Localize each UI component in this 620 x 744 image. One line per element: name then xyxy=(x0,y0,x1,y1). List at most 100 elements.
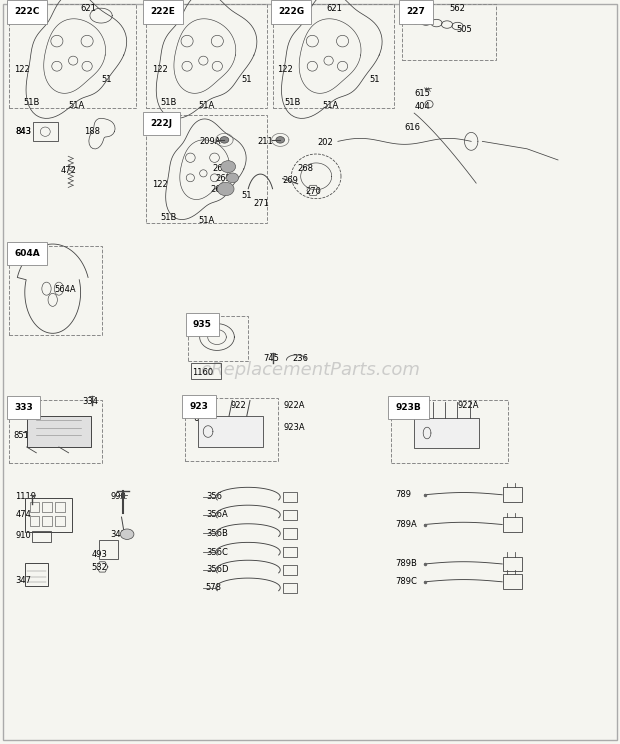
Bar xyxy=(42,502,52,512)
Bar xyxy=(146,115,267,223)
Ellipse shape xyxy=(221,161,236,173)
Bar xyxy=(32,531,51,542)
Text: 188: 188 xyxy=(84,127,100,136)
Bar xyxy=(283,492,297,502)
Text: 474: 474 xyxy=(16,510,32,519)
Bar xyxy=(30,502,39,512)
Text: 621: 621 xyxy=(409,401,425,410)
Bar xyxy=(503,574,522,589)
Text: 923: 923 xyxy=(190,402,208,411)
Bar xyxy=(503,517,522,532)
Bar xyxy=(283,528,297,539)
Bar xyxy=(283,583,297,593)
Bar xyxy=(42,516,52,526)
Text: 935: 935 xyxy=(193,320,211,329)
Text: 270: 270 xyxy=(305,187,321,196)
Text: 202: 202 xyxy=(317,138,333,147)
Text: 621: 621 xyxy=(327,4,343,13)
Bar xyxy=(33,122,58,141)
Text: 51: 51 xyxy=(242,191,252,200)
Ellipse shape xyxy=(226,173,239,183)
Bar xyxy=(9,246,102,335)
Text: 922A: 922A xyxy=(284,401,306,410)
Text: 532: 532 xyxy=(92,563,108,572)
Text: 51B: 51B xyxy=(160,214,176,222)
Text: 356D: 356D xyxy=(206,565,228,574)
Bar xyxy=(185,398,278,461)
Text: 211: 211 xyxy=(257,137,273,146)
Text: 334: 334 xyxy=(82,397,99,406)
Text: 51B: 51B xyxy=(160,98,176,107)
Bar xyxy=(503,487,522,502)
Ellipse shape xyxy=(120,529,134,539)
Bar xyxy=(55,516,65,526)
Bar xyxy=(283,547,297,557)
Text: 578: 578 xyxy=(206,583,222,592)
Text: 472: 472 xyxy=(60,166,76,175)
Bar xyxy=(391,400,508,463)
Text: 51A: 51A xyxy=(198,217,215,225)
Text: 404: 404 xyxy=(414,102,430,111)
Text: 789A: 789A xyxy=(396,520,417,529)
Bar xyxy=(99,540,118,559)
Text: 222E: 222E xyxy=(151,7,175,16)
Text: 922: 922 xyxy=(231,401,246,410)
Text: 236: 236 xyxy=(293,354,309,363)
Text: 51B: 51B xyxy=(284,98,300,107)
Text: 271: 271 xyxy=(253,199,269,208)
Ellipse shape xyxy=(220,137,229,143)
Text: 923B: 923B xyxy=(396,403,422,412)
Text: 910: 910 xyxy=(16,531,31,540)
Text: 616: 616 xyxy=(404,124,420,132)
Text: 222G: 222G xyxy=(278,7,304,16)
Text: 269: 269 xyxy=(282,176,298,185)
Bar xyxy=(30,516,39,526)
Text: 209A: 209A xyxy=(200,137,221,146)
Text: 604A: 604A xyxy=(14,249,40,258)
Text: 745: 745 xyxy=(264,354,280,363)
Text: 990: 990 xyxy=(110,493,126,501)
Text: 356C: 356C xyxy=(206,548,228,557)
Text: 268: 268 xyxy=(298,164,314,173)
Text: 356A: 356A xyxy=(206,510,228,519)
Text: 51: 51 xyxy=(101,75,112,84)
Text: 347: 347 xyxy=(16,576,32,585)
Text: 923A: 923A xyxy=(284,423,306,432)
Text: 789B: 789B xyxy=(396,559,417,568)
Text: 51A: 51A xyxy=(322,101,339,110)
Text: 621: 621 xyxy=(81,4,97,13)
Text: 564A: 564A xyxy=(55,285,76,294)
Bar xyxy=(27,416,91,447)
Text: 789: 789 xyxy=(396,490,412,499)
Text: 122: 122 xyxy=(277,65,293,74)
Bar xyxy=(9,400,102,463)
Text: 341: 341 xyxy=(110,530,126,539)
Bar xyxy=(283,565,297,575)
Text: 51A: 51A xyxy=(198,101,215,110)
Bar xyxy=(283,510,297,520)
Text: 1119: 1119 xyxy=(16,493,37,501)
Text: 51: 51 xyxy=(242,75,252,84)
Bar xyxy=(273,4,394,108)
Text: 222C: 222C xyxy=(14,7,40,16)
Bar xyxy=(55,502,65,512)
Bar xyxy=(25,563,48,586)
Text: 922A: 922A xyxy=(458,401,479,410)
Text: 562: 562 xyxy=(450,4,466,13)
Bar xyxy=(25,498,72,532)
Text: 265: 265 xyxy=(211,185,227,194)
Bar xyxy=(9,4,136,108)
Text: 843: 843 xyxy=(16,127,32,136)
Bar xyxy=(402,4,496,60)
Text: eReplacementParts.com: eReplacementParts.com xyxy=(200,361,420,379)
Bar xyxy=(146,4,267,108)
Text: 621: 621 xyxy=(193,414,210,423)
Text: 122: 122 xyxy=(152,180,167,189)
Text: 493: 493 xyxy=(92,550,108,559)
Bar xyxy=(198,416,263,447)
Text: 267: 267 xyxy=(213,164,229,173)
Text: 51: 51 xyxy=(369,75,379,84)
Text: 1160: 1160 xyxy=(192,368,213,376)
Bar xyxy=(503,557,522,571)
Text: 51A: 51A xyxy=(68,101,84,110)
